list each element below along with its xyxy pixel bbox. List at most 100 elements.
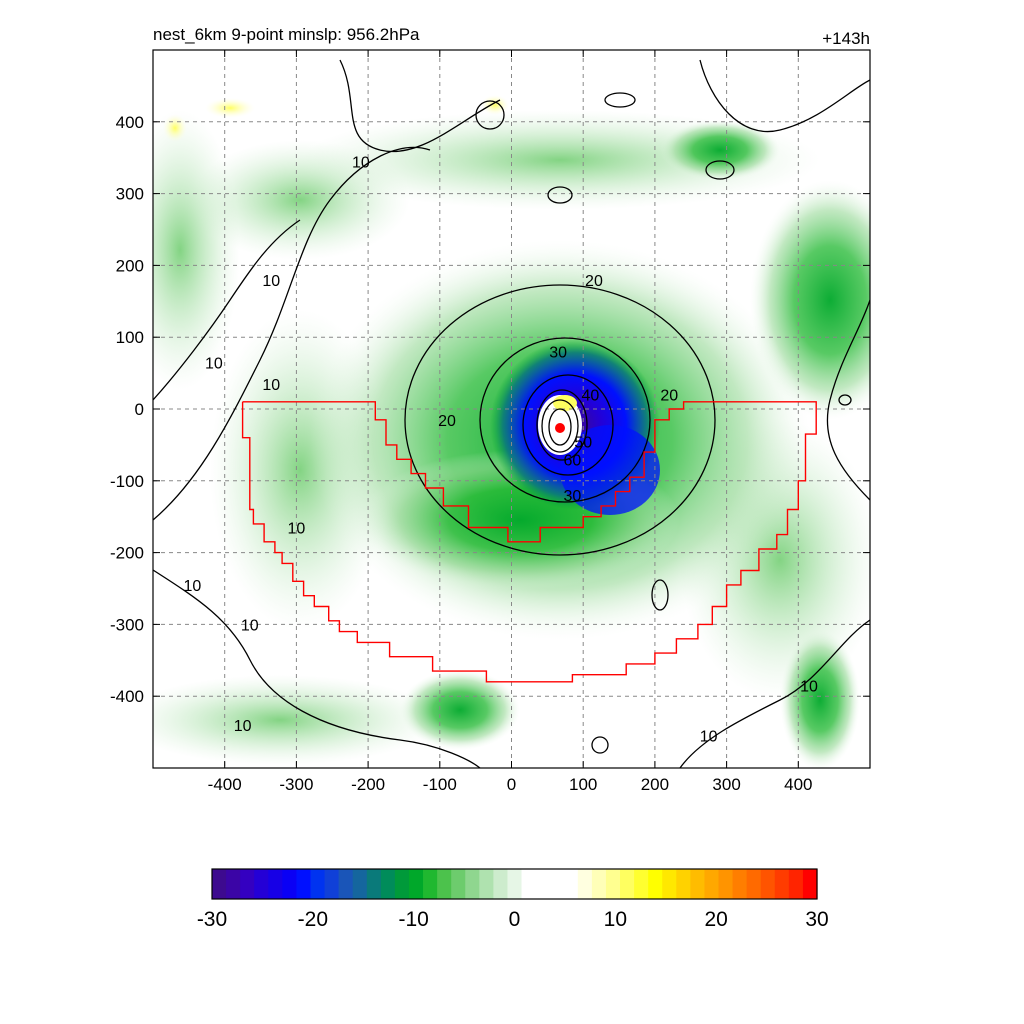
colorbar-swatch — [338, 869, 354, 899]
colorbar-tick-label: 10 — [604, 908, 627, 931]
colorbar-swatch — [254, 869, 269, 899]
colorbar-swatch — [324, 869, 340, 899]
colorbar-swatch — [549, 869, 565, 899]
shade-patch — [153, 675, 440, 765]
contour-10 — [679, 619, 870, 768]
y-tick-label: -100 — [110, 472, 144, 491]
x-tick-label: 0 — [507, 775, 516, 794]
contour-10 — [475, 100, 505, 130]
colorbar-swatch — [423, 869, 438, 899]
colorbar-swatch — [479, 869, 494, 899]
y-tick-label: 0 — [135, 400, 144, 419]
contour-10 — [153, 219, 301, 401]
colorbar-swatch — [451, 869, 466, 899]
contour-label-20: 20 — [438, 413, 456, 430]
x-tick-label: -400 — [208, 775, 242, 794]
colorbar-tick-label: 0 — [509, 908, 521, 931]
colorbar-swatch — [493, 869, 509, 899]
colorbar-swatch — [437, 869, 452, 899]
colorbar-swatch — [352, 869, 368, 899]
contour-label-20: 20 — [585, 273, 603, 290]
contour-10 — [591, 736, 609, 754]
colorbar-swatch — [620, 869, 635, 899]
shade-patch — [660, 120, 780, 180]
contour-label-20: 20 — [660, 388, 678, 405]
colorbar-swatch — [310, 869, 326, 899]
colorbar-swatch — [366, 869, 382, 899]
contour-label-30: 30 — [549, 345, 567, 362]
colorbar-swatch — [507, 869, 523, 899]
contour-label-10: 10 — [184, 578, 202, 595]
y-tick-label: -400 — [110, 687, 144, 706]
colorbar-swatch — [718, 869, 734, 899]
colorbar-swatch — [380, 869, 396, 899]
contour-40 — [522, 374, 614, 476]
plot-title: nest_6km 9-point minslp: 956.2hPa — [153, 25, 420, 44]
contour-30 — [479, 337, 651, 503]
colorbar-frame — [211, 868, 818, 900]
colorbar-swatch — [240, 869, 255, 899]
contour-10 — [153, 146, 431, 521]
x-axis: -400 -300 -200 -100 0 100 200 300 400 — [208, 50, 812, 794]
colorbar-swatch — [394, 869, 410, 899]
x-tick-label: -200 — [351, 775, 385, 794]
colorbar-tick-label: 20 — [704, 908, 727, 931]
x-tick-label: 300 — [712, 775, 740, 794]
shade-patch — [780, 630, 860, 768]
colorbar-swatch — [408, 869, 424, 899]
y-tick-label: 200 — [116, 256, 144, 275]
colorbar-swatch — [521, 869, 537, 899]
colorbar-swatch — [591, 869, 607, 899]
contour-10 — [651, 579, 669, 611]
colorbar-swatch — [535, 869, 551, 899]
contour-10 — [604, 92, 636, 108]
colorbar-swatch — [634, 869, 649, 899]
shade-eyewall-blue — [560, 425, 660, 515]
contour-10 — [547, 186, 573, 204]
colorbar-tick-label: -20 — [298, 908, 328, 931]
contour-label-10: 10 — [241, 617, 259, 634]
colorbar-swatch — [268, 869, 283, 899]
contour-label-50: 50 — [574, 434, 592, 451]
x-tick-label: -300 — [279, 775, 313, 794]
y-tick-label: 100 — [116, 328, 144, 347]
contour-50 — [536, 389, 588, 461]
colorbar-swatch — [676, 869, 691, 899]
colorbar — [211, 868, 818, 900]
contour-label-10: 10 — [205, 355, 223, 372]
contour-label-10: 10 — [800, 678, 818, 695]
colorbar-tick-label: 30 — [805, 908, 828, 931]
colorbar-swatch — [662, 869, 677, 899]
contour-60 — [548, 408, 572, 446]
contour-label-10: 10 — [234, 718, 252, 735]
y-tick-label: -300 — [110, 615, 144, 634]
red-boundary-line — [241, 401, 817, 683]
shade-patch — [400, 670, 520, 750]
colorbar-swatch — [577, 869, 593, 899]
colorbar-swatch — [605, 869, 621, 899]
forecast-hour-label: +143h — [822, 29, 870, 48]
contour-label-40: 40 — [581, 388, 599, 405]
colorbar-swatch — [563, 869, 579, 899]
contour-10 — [153, 569, 481, 768]
contour-label-10: 10 — [262, 273, 280, 290]
shade-yellow-spot — [553, 395, 577, 411]
colorbar-swatch — [760, 869, 776, 899]
colorbar-swatch — [802, 869, 818, 899]
colorbar-swatch — [226, 869, 241, 899]
colorbar-swatch — [732, 869, 748, 899]
contour-label-10: 10 — [262, 377, 280, 394]
contour-10 — [339, 59, 501, 153]
colorbar-swatch — [282, 869, 298, 899]
colorbar-swatch — [774, 869, 790, 899]
colorbar-swatch — [296, 869, 312, 899]
shade-yellow-patch — [163, 114, 187, 142]
colorbar-tick-label: -10 — [398, 908, 428, 931]
colorbar-swatch — [704, 869, 720, 899]
contour-10 — [705, 160, 735, 180]
shade-patch — [153, 110, 240, 390]
x-tick-label: -100 — [423, 775, 457, 794]
colorbar-swatch — [788, 869, 804, 899]
